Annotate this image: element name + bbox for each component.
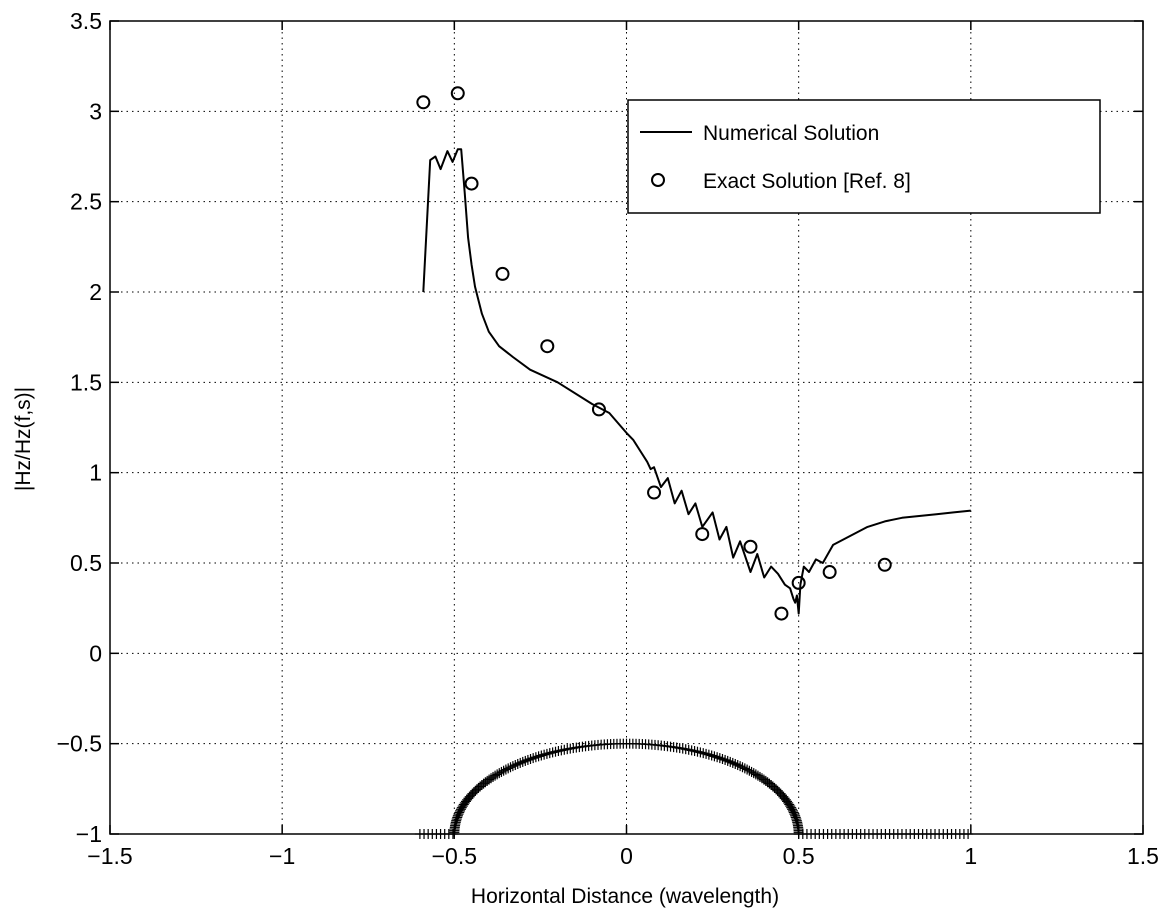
- y-tick-label: 1: [89, 460, 102, 486]
- x-tick-label: 0.5: [783, 843, 815, 869]
- x-tick-label: −1.5: [87, 843, 132, 869]
- x-axis-label: Horizontal Distance (wavelength): [471, 885, 779, 908]
- legend-box: [627, 99, 1101, 214]
- y-tick-labels: −1 −0.5 0 0.5 1 1.5 2 2.5 3 3.5: [57, 8, 102, 847]
- exact-solution-point: [774, 606, 789, 621]
- scatterer-surface-series: [414, 738, 974, 839]
- numerical-solution-series: [422, 148, 971, 615]
- grid-lines: [110, 21, 1143, 834]
- numerical-solution-line: [422, 148, 971, 615]
- x-tick-label: −0.5: [432, 843, 477, 869]
- y-tick-label: 2.5: [70, 189, 102, 215]
- axes-frame: [109, 20, 1144, 835]
- y-tick-label: 0: [89, 640, 102, 666]
- y-axis-label: |Hz/Hz(f,s)|: [12, 387, 35, 491]
- exact-solution-point: [450, 86, 465, 101]
- y-tick-label: −1: [76, 821, 102, 847]
- y-tick-label: −0.5: [57, 731, 102, 757]
- legend-label-exact: Exact Solution [Ref. 8]: [703, 170, 911, 193]
- exact-solution-point: [822, 565, 837, 580]
- legend: Numerical Solution Exact Solution [Ref. …: [627, 99, 1101, 214]
- exact-solution-point: [647, 485, 662, 500]
- y-tick-label: 3: [89, 98, 102, 124]
- y-tick-label: 1.5: [70, 369, 102, 395]
- x-tick-label: −1: [269, 843, 295, 869]
- x-tick-label: 1.5: [1127, 843, 1159, 869]
- y-tick-label: 0.5: [70, 550, 102, 576]
- exact-solution-point: [464, 176, 479, 191]
- y-tick-label: 2: [89, 279, 102, 305]
- exact-solution-point: [695, 527, 710, 542]
- exact-solution-point: [495, 266, 510, 281]
- y-tick-label: 3.5: [70, 8, 102, 34]
- exact-solution-point: [743, 539, 758, 554]
- exact-solution-point: [416, 95, 431, 110]
- exact-solution-series: [416, 86, 892, 621]
- x-tick-label: 0: [620, 843, 633, 869]
- exact-solution-point: [591, 402, 606, 417]
- x-tick-labels: −1.5 −1 −0.5 0 0.5 1 1.5: [87, 843, 1159, 869]
- exact-solution-point: [540, 339, 555, 354]
- legend-circle-swatch: [651, 173, 665, 187]
- exact-solution-point: [791, 575, 806, 590]
- legend-label-numerical: Numerical Solution: [703, 122, 879, 145]
- x-tick-label: 1: [964, 843, 977, 869]
- exact-solution-point: [877, 557, 892, 572]
